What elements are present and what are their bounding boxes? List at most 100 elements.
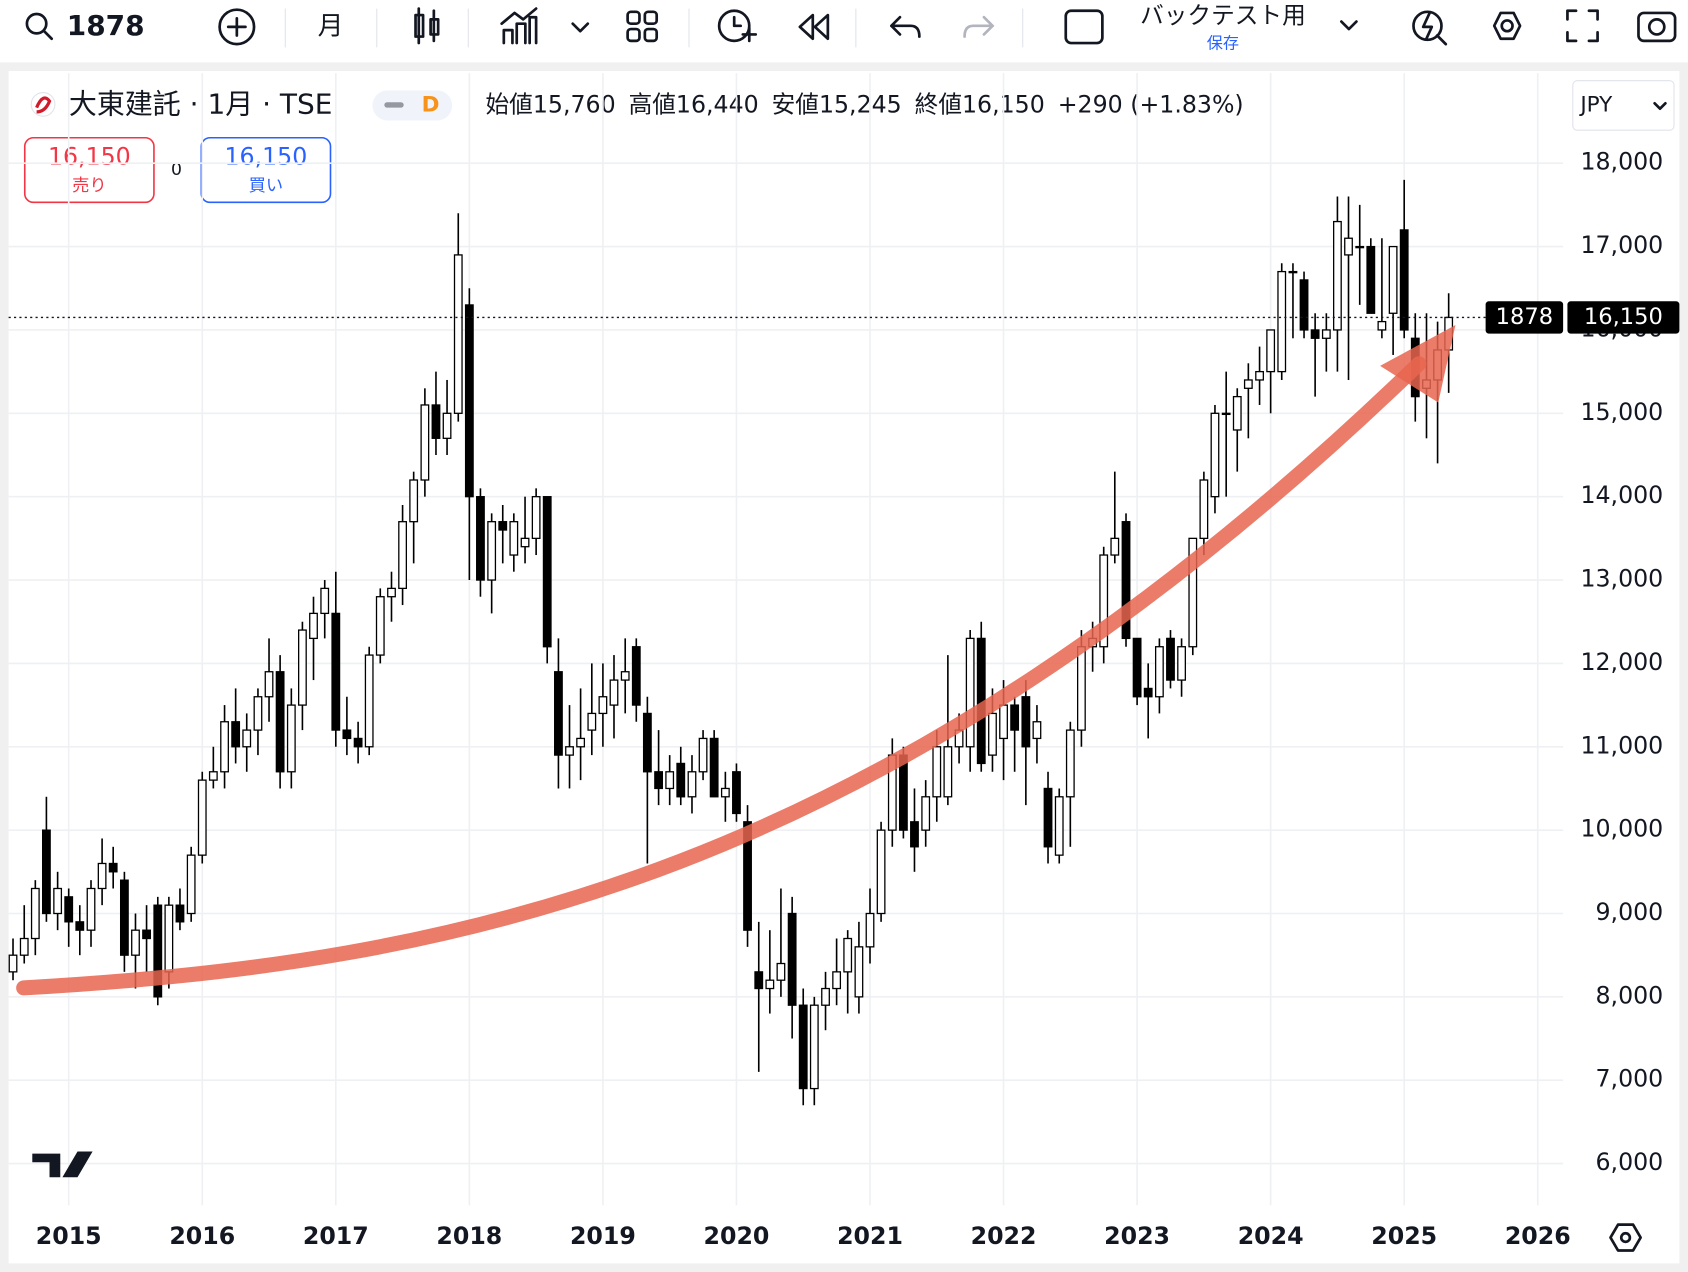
- x-tick-label: 2018: [436, 1222, 502, 1250]
- candle-body: [1333, 220, 1342, 331]
- symbol-tag-label: 1878: [1496, 304, 1554, 330]
- candle-body: [41, 829, 51, 915]
- candle-body: [565, 746, 574, 756]
- indicators-button[interactable]: [500, 7, 590, 45]
- candle-body: [1255, 370, 1264, 381]
- candle-body: [854, 946, 864, 998]
- buy-price[interactable]: 16,150: [225, 143, 308, 171]
- buy-label[interactable]: 買い: [249, 176, 283, 196]
- x-tick-label: 2026: [1505, 1222, 1571, 1250]
- backtest-name[interactable]: バックテスト用: [1140, 2, 1306, 30]
- x-tick-label: 2021: [837, 1222, 903, 1250]
- sell-price[interactable]: 16,150: [48, 143, 131, 171]
- candle-body: [1377, 320, 1387, 331]
- candle-body: [131, 929, 140, 956]
- x-tick-label: 2024: [1238, 1222, 1304, 1250]
- arrow-shaft: [16, 356, 1427, 996]
- y-tick-label: 14,000: [1580, 481, 1663, 509]
- candle-body: [1399, 229, 1409, 331]
- settings-button[interactable]: [1492, 11, 1522, 41]
- redo-button[interactable]: [963, 15, 995, 38]
- delay-badge: D: [422, 92, 440, 117]
- candle-body: [86, 887, 96, 931]
- candle-body: [1010, 704, 1020, 731]
- candle-body: [1154, 646, 1164, 698]
- chart-type-button[interactable]: [414, 7, 440, 45]
- x-tick-label: 2020: [704, 1222, 770, 1250]
- candle-body: [1177, 646, 1186, 681]
- x-tick-label: 2015: [36, 1222, 102, 1250]
- candle-body: [720, 787, 730, 798]
- symbol[interactable]: 1878: [67, 9, 145, 42]
- candle-body: [498, 521, 508, 531]
- ohlc-values: 始値15,760 高値16,440 安値15,245 終値16,150 +290 (+1…: [486, 90, 1244, 118]
- x-tick-label: 2019: [570, 1222, 636, 1250]
- candle-body: [1310, 329, 1320, 339]
- ohlc-label: 終値: [915, 90, 962, 118]
- candle-body: [1143, 687, 1153, 698]
- price-tag: [1567, 301, 1680, 334]
- screenshot-button[interactable]: [1637, 11, 1677, 43]
- layout-box[interactable]: [1064, 9, 1104, 45]
- candle-body: [175, 904, 185, 923]
- tradingview-logo: [32, 1151, 93, 1178]
- candle-body: [1043, 787, 1053, 848]
- candle-body: [642, 712, 652, 773]
- fullscreen-button[interactable]: [1566, 9, 1599, 43]
- price-tag-label: 16,150: [1584, 304, 1663, 330]
- candle-body: [75, 921, 85, 931]
- ohlc-value: 15,245: [819, 90, 902, 118]
- currency-button[interactable]: [1572, 80, 1675, 131]
- layout-menu[interactable]: [1340, 20, 1358, 31]
- quick-search-button[interactable]: [1412, 10, 1448, 46]
- axis-settings-button[interactable]: [1609, 1223, 1642, 1252]
- search-button[interactable]: 1878: [25, 9, 145, 42]
- candle-body: [197, 779, 207, 856]
- candle-body: [208, 771, 218, 781]
- currency[interactable]: JPY: [1578, 92, 1613, 117]
- currency-menu[interactable]: [1653, 101, 1667, 111]
- candle-body: [398, 521, 407, 590]
- axis-labels: 6,000 7,000 8,000 9,000 10,000 11,000 12,000 13…: [36, 148, 1680, 1250]
- buy-button[interactable]: [200, 136, 332, 204]
- candle-body: [832, 971, 842, 990]
- candle-body: [420, 404, 430, 481]
- y-tick-label: 7,000: [1595, 1065, 1663, 1093]
- status-dash: [384, 102, 404, 108]
- candle-body: [654, 771, 664, 790]
- candle-body: [1288, 270, 1298, 274]
- candle-body: [676, 762, 686, 798]
- candle-body: [64, 896, 74, 923]
- arrow-head: [1380, 324, 1456, 403]
- x-tick-label: 2025: [1371, 1222, 1437, 1250]
- add-symbol-button[interactable]: [218, 8, 256, 46]
- candle-body: [19, 937, 29, 956]
- candle-body: [431, 404, 441, 439]
- ohlc-value: 15,760: [533, 90, 616, 118]
- candle-body: [1166, 637, 1175, 681]
- candle-body: [1199, 479, 1209, 540]
- interval-button[interactable]: 月: [318, 11, 344, 41]
- candle-body: [275, 671, 285, 773]
- replay-button[interactable]: [798, 13, 830, 41]
- candle-body: [765, 979, 775, 990]
- candle-body: [1344, 237, 1353, 256]
- spread: 0: [171, 160, 182, 180]
- sell-button[interactable]: [23, 136, 155, 204]
- layouts-button[interactable]: [626, 10, 659, 43]
- alert-button[interactable]: [717, 9, 758, 43]
- candle-body: [631, 646, 641, 706]
- save-label[interactable]: 保存: [1207, 34, 1239, 53]
- candle-body: [375, 596, 385, 656]
- candle-body: [732, 771, 741, 815]
- ohlc-label: 高値: [629, 90, 676, 118]
- undo-button[interactable]: [890, 15, 921, 38]
- candle-body: [876, 829, 886, 915]
- candle-body: [342, 729, 352, 740]
- candle-body: [1099, 554, 1109, 648]
- sell-label[interactable]: 売り: [72, 176, 106, 196]
- candle-body: [353, 737, 363, 748]
- candle-body: [1132, 637, 1142, 698]
- candle-body: [1366, 245, 1376, 314]
